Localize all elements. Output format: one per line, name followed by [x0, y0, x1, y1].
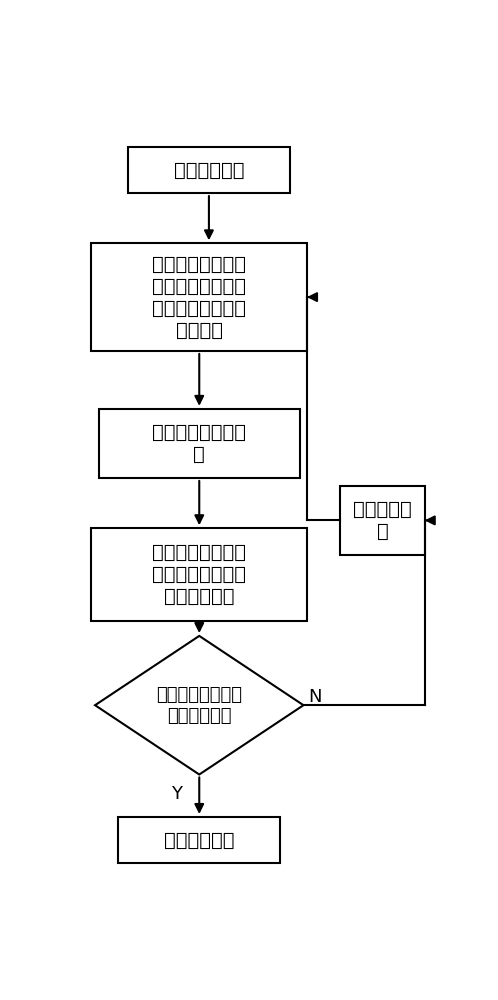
Bar [91, 528, 307, 620]
Bar [128, 147, 290, 193]
Text: 模拟电荷大小是否
在误差范围内: 模拟电荷大小是否 在误差范围内 [156, 686, 242, 725]
Text: 构建模拟电荷方程
组: 构建模拟电荷方程 组 [152, 423, 247, 464]
Text: 计算工频电场: 计算工频电场 [164, 830, 235, 849]
Text: 优化模拟电
荷: 优化模拟电 荷 [353, 500, 412, 541]
Text: 选定镜像地面: 选定镜像地面 [174, 161, 244, 180]
Bar [91, 243, 307, 351]
Text: Y: Y [171, 785, 182, 803]
Polygon shape [95, 636, 303, 774]
Text: 在导线和起伏地面
设置模拟电荷以及
与模拟电荷相对应
的匹配点: 在导线和起伏地面 设置模拟电荷以及 与模拟电荷相对应 的匹配点 [152, 255, 247, 340]
Text: N: N [308, 688, 322, 706]
Bar [340, 486, 425, 555]
Text: 在导线和起伏地面
选择校验点，计算
模拟电位误差: 在导线和起伏地面 选择校验点，计算 模拟电位误差 [152, 543, 247, 606]
Bar [118, 817, 280, 863]
Bar [99, 409, 300, 478]
